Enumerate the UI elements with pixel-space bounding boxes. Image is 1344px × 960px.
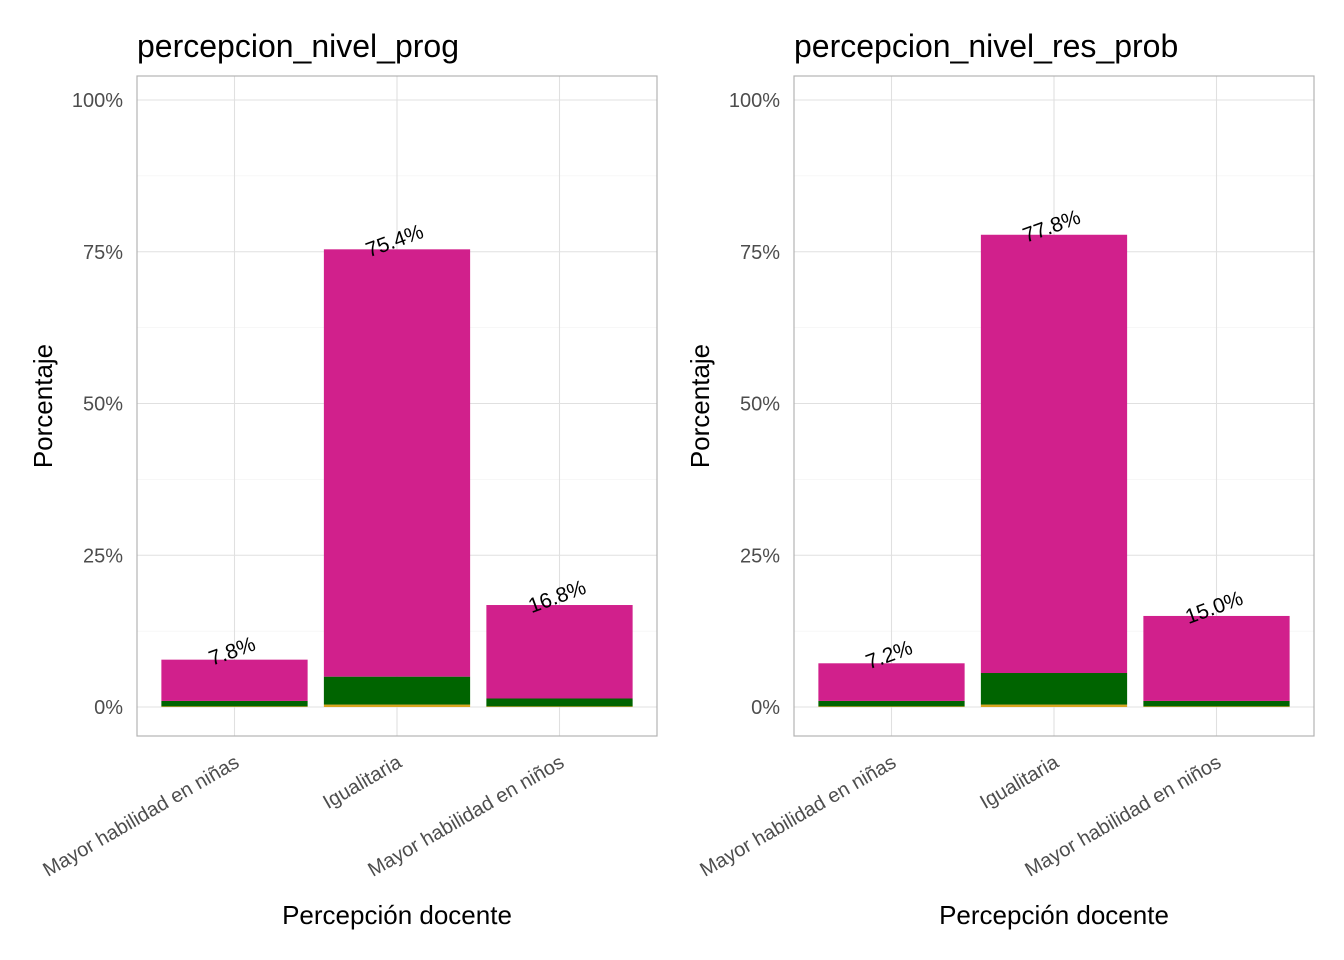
y-tick-label: 50%: [740, 394, 780, 416]
bar-segment: [818, 700, 965, 707]
y-tick-label: 100%: [729, 90, 780, 112]
bar-segment: [486, 698, 633, 707]
bar-segment: [323, 704, 471, 707]
bar-segment: [486, 706, 633, 707]
bar-segment: [161, 706, 308, 707]
y-axis-title: Porcentaje: [685, 344, 715, 468]
x-tick-label: Igualitaria: [976, 751, 1063, 814]
bar-segment: [1143, 615, 1290, 701]
y-tick-label: 0%: [751, 697, 780, 719]
panel-border: [136, 75, 658, 737]
bar-segment: [980, 704, 1128, 707]
chart-title: percepcion_nivel_res_prob: [794, 28, 1178, 64]
bar-segment: [818, 663, 965, 701]
y-tick-label: 75%: [83, 242, 123, 264]
y-tick-label: 0%: [94, 697, 123, 719]
x-axis-title: Percepción docente: [939, 900, 1169, 930]
bar-segment: [323, 249, 471, 677]
chart-title: percepcion_nivel_prog: [137, 28, 459, 64]
bar-segment: [980, 673, 1128, 705]
y-axis-title: Porcentaje: [28, 344, 58, 468]
bar-segment: [980, 234, 1128, 674]
bar-segment: [1143, 706, 1290, 707]
y-tick-label: 25%: [83, 545, 123, 567]
bar-segment: [161, 700, 308, 707]
bar-segment: [323, 676, 471, 705]
y-tick-label: 100%: [72, 90, 123, 112]
x-axis-title: Percepción docente: [282, 900, 512, 930]
chart-panel-prog: percepcion_nivel_prog0%25%50%75%100%7.8%…: [28, 28, 658, 930]
bar-segment: [1143, 700, 1290, 707]
y-tick-label: 50%: [83, 394, 123, 416]
bar-segment: [161, 659, 308, 701]
x-tick-label: Mayor habilidad en niñas: [39, 751, 243, 881]
bar-segment: [818, 706, 965, 707]
x-tick-label: Igualitaria: [319, 751, 406, 814]
y-tick-label: 25%: [740, 545, 780, 567]
chart-panel-res-prob: percepcion_nivel_res_prob 0% 25% 50% 75% 100%…: [685, 28, 1315, 930]
panel-border: [793, 75, 1315, 737]
y-tick-label: 75%: [740, 242, 780, 264]
x-tick-label: Mayor habilidad en niñas: [696, 751, 900, 881]
bar-segment: [486, 605, 633, 699]
